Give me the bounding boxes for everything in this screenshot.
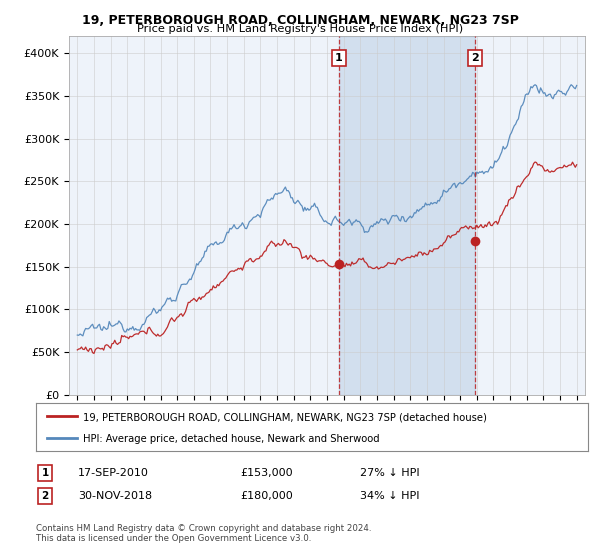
Text: 1: 1 <box>335 53 343 63</box>
Bar <box>339 36 475 395</box>
Text: 27% ↓ HPI: 27% ↓ HPI <box>360 468 419 478</box>
Text: £153,000: £153,000 <box>240 468 293 478</box>
Text: 2: 2 <box>41 491 49 501</box>
Text: 34% ↓ HPI: 34% ↓ HPI <box>360 491 419 501</box>
Text: Price paid vs. HM Land Registry's House Price Index (HPI): Price paid vs. HM Land Registry's House … <box>137 24 463 34</box>
Text: HPI: Average price, detached house, Newark and Sherwood: HPI: Average price, detached house, Newa… <box>83 434 380 444</box>
Text: 17-SEP-2010: 17-SEP-2010 <box>78 468 149 478</box>
Text: 19, PETERBOROUGH ROAD, COLLINGHAM, NEWARK, NG23 7SP (detached house): 19, PETERBOROUGH ROAD, COLLINGHAM, NEWAR… <box>83 412 487 422</box>
Text: 19, PETERBOROUGH ROAD, COLLINGHAM, NEWARK, NG23 7SP: 19, PETERBOROUGH ROAD, COLLINGHAM, NEWAR… <box>82 14 518 27</box>
Text: 1: 1 <box>41 468 49 478</box>
Text: 2: 2 <box>472 53 479 63</box>
Text: 30-NOV-2018: 30-NOV-2018 <box>78 491 152 501</box>
Text: £180,000: £180,000 <box>240 491 293 501</box>
Text: Contains HM Land Registry data © Crown copyright and database right 2024.
This d: Contains HM Land Registry data © Crown c… <box>36 524 371 543</box>
